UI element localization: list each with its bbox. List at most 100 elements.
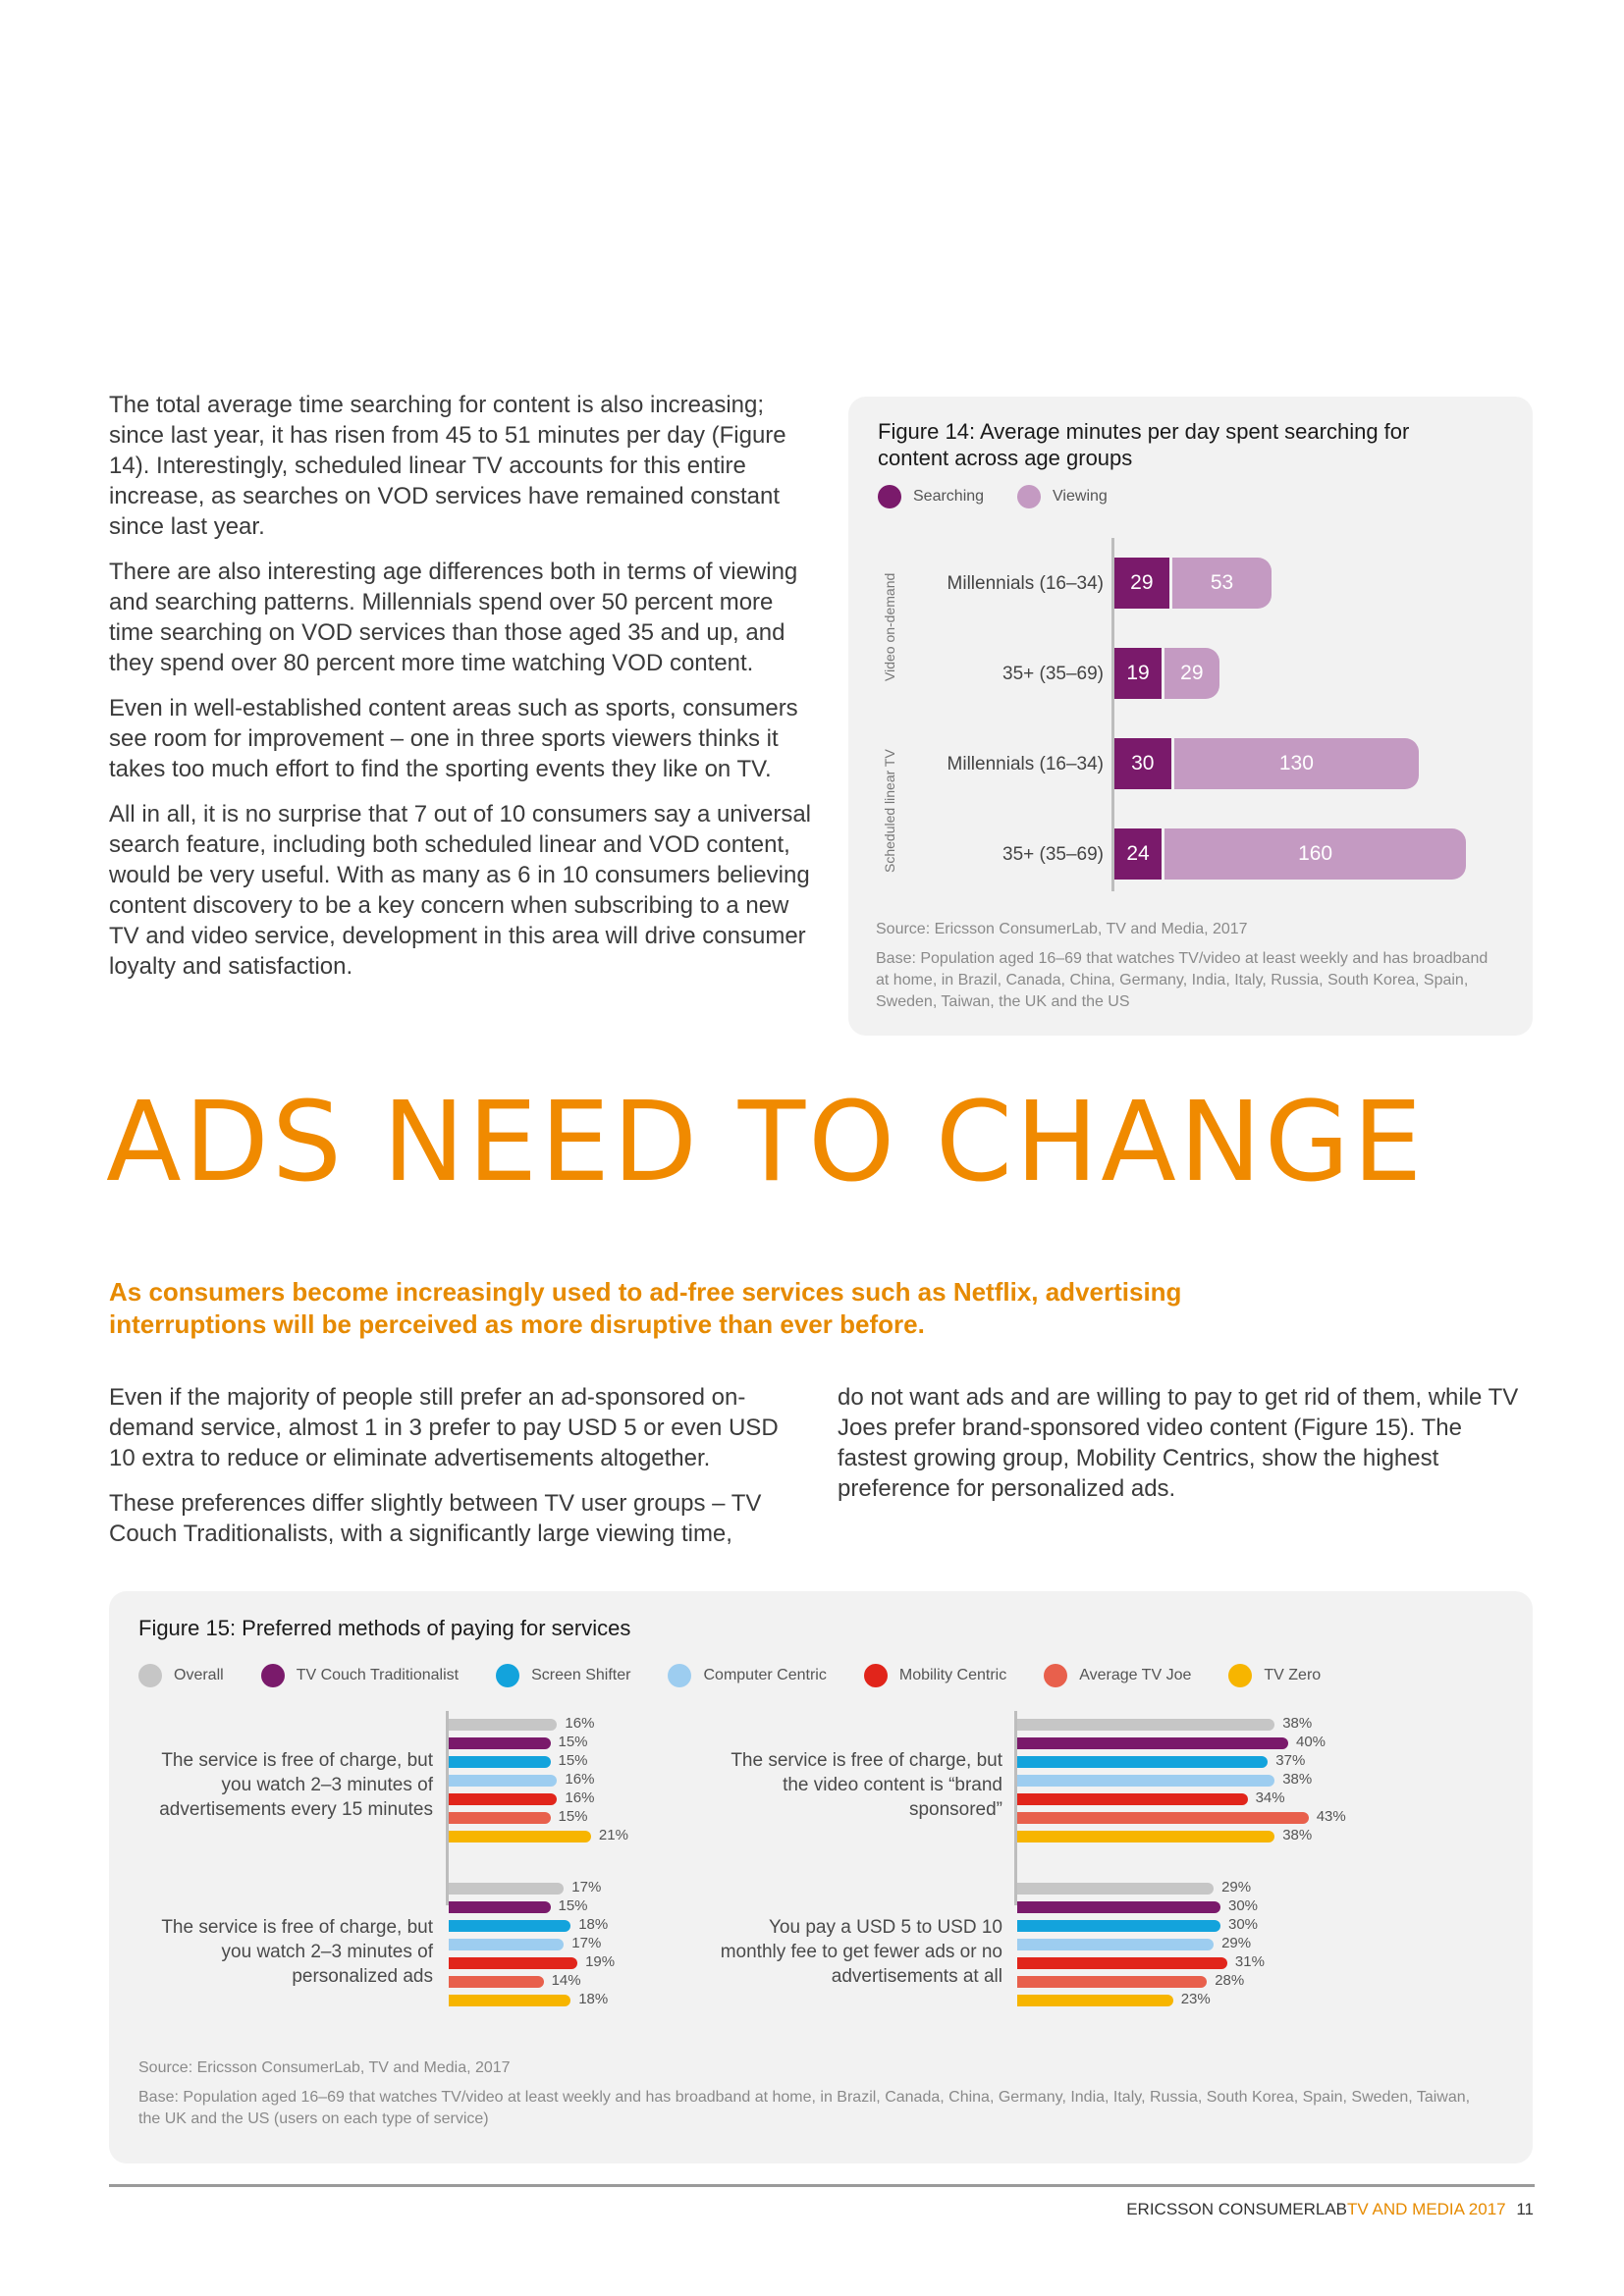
bar-value-label: 38% (1282, 1715, 1313, 1732)
paragraph: The total average time searching for con… (109, 392, 786, 540)
legend-item: TV Couch Traditionalist (260, 1664, 459, 1687)
bar-value-label: 29% (1221, 1879, 1252, 1896)
bar-value-label: 15% (558, 1752, 588, 1769)
bar (449, 1756, 551, 1768)
category-label: 35+ (35–69) (1002, 664, 1104, 684)
legend-item: Screen Shifter (496, 1664, 630, 1687)
figure-15-title: Figure 15: Preferred methods of paying f… (138, 1616, 631, 1640)
figure-15-axis-left (446, 1711, 449, 1905)
bar-value-label: 18% (578, 1991, 609, 2007)
footer-report: TV AND MEDIA 2017 (1347, 2200, 1506, 2218)
legend-item: TV Zero (1228, 1664, 1321, 1687)
legend-swatch (668, 1664, 692, 1687)
bar (449, 1920, 571, 1932)
bar (1017, 1920, 1220, 1932)
bar-value-label: 37% (1275, 1752, 1306, 1769)
bar-value-label: 30% (1228, 1916, 1259, 1933)
legend-label: Searching (913, 488, 985, 505)
swatch-viewing (1017, 485, 1042, 508)
legend-swatch (1228, 1664, 1253, 1687)
bar (1017, 1883, 1215, 1895)
bar-value-label: 16% (565, 1715, 595, 1732)
legend-label: Viewing (1053, 488, 1108, 505)
section-lead: As consumers become increasingly used to… (109, 1277, 1182, 1339)
bar (1017, 1901, 1220, 1913)
legend-swatch (496, 1664, 520, 1687)
bar-value-label: 19% (585, 1953, 616, 1970)
bar-value-label: 21% (598, 1827, 628, 1843)
figure-14-axis (1111, 538, 1114, 891)
legend-label: TV Zero (1264, 1667, 1322, 1683)
category-label: Millennials (16–34) (947, 573, 1104, 594)
figure-14-source: Source: Ericsson ConsumerLab, TV and Med… (876, 921, 1248, 937)
paragraph: do not want ads and are willing to pay t… (838, 1384, 1519, 1502)
bar (449, 1976, 544, 1988)
page-footer: ERICSSON CONSUMERLABTV AND MEDIA 2017 11 (1126, 2200, 1534, 2219)
bar-searching: 24 (1114, 828, 1162, 880)
figure-14-panel: Figure 14: Average minutes per day spent… (848, 397, 1533, 1036)
bar (1017, 1719, 1275, 1731)
bar (449, 1775, 558, 1787)
bar-viewing: 130 (1173, 738, 1420, 789)
legend-item: Mobility Centric (863, 1664, 1007, 1687)
legend-item: Average TV Joe (1044, 1664, 1191, 1687)
bar (1017, 1775, 1275, 1787)
bar-value-label: 15% (558, 1734, 588, 1750)
bar (449, 1957, 578, 1969)
bar (1017, 1737, 1288, 1749)
legend-item: Computer Centric (668, 1664, 827, 1687)
legend-item-searching: Searching (878, 485, 984, 508)
legend-label: Computer Centric (703, 1667, 827, 1683)
group-label-linear: Scheduled linear TV (882, 749, 897, 873)
legend-label: Mobility Centric (898, 1667, 1007, 1683)
bar-value-label: 16% (565, 1771, 595, 1788)
paragraph: There are also interesting age differenc… (109, 559, 798, 676)
bar (1017, 1957, 1227, 1969)
category-label: The service is free of charge, but you w… (161, 1917, 433, 1987)
legend-item-viewing: Viewing (1017, 485, 1108, 508)
bar (449, 1883, 565, 1895)
bar-searching: 19 (1114, 648, 1162, 699)
paragraph: Even if the majority of people still pre… (109, 1384, 779, 1471)
bar (449, 1719, 558, 1731)
bar-value-label: 29% (1221, 1935, 1252, 1951)
bar-value-label: 16% (565, 1789, 595, 1806)
bar-searching: 30 (1114, 738, 1171, 789)
footer-brand: ERICSSON CONSUMERLAB (1126, 2200, 1348, 2218)
group-label-vod: Video on-demand (882, 572, 897, 681)
bar (1017, 1831, 1275, 1842)
bar-value-label: 14% (551, 1972, 581, 1989)
bar-viewing: 53 (1171, 558, 1272, 609)
swatch-searching (878, 485, 901, 508)
bar (449, 1901, 551, 1913)
bar-value-label: 30% (1228, 1897, 1259, 1914)
bar (449, 1939, 565, 1950)
bar-value-label: 38% (1282, 1771, 1313, 1788)
bar (449, 1793, 558, 1805)
bar (1017, 1812, 1309, 1824)
figure-15-panel: Figure 15: Preferred methods of paying f… (109, 1591, 1533, 2163)
bar (1017, 1976, 1208, 1988)
bar-value-label: 34% (1255, 1789, 1285, 1806)
bar (449, 1737, 551, 1749)
legend-label: Average TV Joe (1079, 1667, 1192, 1683)
category-label: Millennials (16–34) (947, 754, 1104, 774)
bar-value-label: 15% (558, 1808, 588, 1825)
figure-15-legend: Overall TV Couch Traditionalist Screen Shi… (138, 1664, 1358, 1687)
bar-value-label: 38% (1282, 1827, 1313, 1843)
category-label: The service is free of charge, but you w… (159, 1750, 433, 1820)
footer-rule (109, 2184, 1535, 2187)
bar-value-label: 28% (1215, 1972, 1245, 1989)
legend-swatch (1044, 1664, 1068, 1687)
figure-14-base: Base: Population aged 16–69 that watches… (876, 950, 1489, 1010)
bar (449, 1812, 551, 1824)
category-label: The service is free of charge, but the v… (731, 1750, 1002, 1820)
figure-14-title: Figure 14: Average minutes per day spent… (878, 419, 1410, 470)
paragraph: Even in well-established content areas s… (109, 695, 798, 782)
bar-searching: 29 (1114, 558, 1169, 609)
bar (1017, 1995, 1173, 2006)
figure-15-base: Base: Population aged 16–69 that watches… (138, 2089, 1471, 2127)
legend-swatch (260, 1664, 285, 1687)
category-label: You pay a USD 5 to USD 10 monthly fee to… (720, 1917, 1002, 1987)
paragraph: These preferences differ slightly betwee… (109, 1490, 762, 1547)
